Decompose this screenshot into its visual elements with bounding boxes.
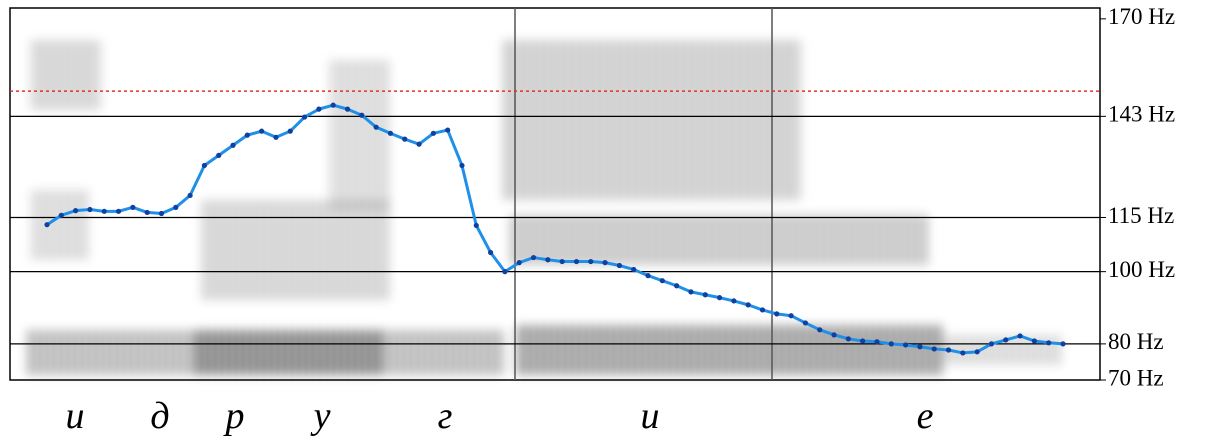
pitch-point bbox=[473, 222, 479, 229]
pitch-point bbox=[44, 222, 50, 228]
pitch-point bbox=[244, 132, 250, 138]
pitch-point bbox=[960, 350, 966, 356]
pitch-point bbox=[402, 136, 408, 142]
pitch-point bbox=[130, 204, 136, 210]
pitch-point bbox=[373, 124, 379, 130]
pitch-point bbox=[631, 266, 637, 273]
pitch-point bbox=[702, 292, 708, 298]
pitch-point bbox=[187, 192, 193, 199]
pitch-point bbox=[902, 342, 909, 348]
pitch-point bbox=[745, 302, 751, 308]
pitch-point bbox=[917, 344, 923, 350]
phoneme-label: г bbox=[438, 395, 453, 437]
phoneme-label: е bbox=[917, 395, 934, 437]
phoneme-label: у bbox=[310, 395, 331, 437]
pitch-point bbox=[259, 128, 265, 134]
pitch-point bbox=[788, 313, 794, 319]
pitch-point bbox=[387, 130, 394, 136]
pitch-point bbox=[530, 254, 537, 261]
pitch-point bbox=[502, 269, 508, 275]
phoneme-label: д bbox=[150, 395, 169, 437]
pitch-point bbox=[731, 298, 737, 304]
y-tick-label: 143 Hz bbox=[1108, 102, 1175, 127]
pitch-point bbox=[158, 210, 165, 217]
pitch-point bbox=[645, 273, 651, 279]
pitch-point bbox=[802, 320, 809, 326]
pitch-point bbox=[845, 336, 851, 342]
pitch-point bbox=[573, 258, 580, 265]
pitch-point bbox=[774, 311, 780, 317]
pitch-point bbox=[73, 208, 79, 214]
pitch-point bbox=[101, 208, 107, 214]
pitch-point bbox=[144, 209, 150, 216]
pitch-point bbox=[559, 258, 565, 265]
pitch-point bbox=[87, 206, 93, 213]
phoneme-label: и bbox=[66, 395, 85, 437]
y-tick-label: 80 Hz bbox=[1108, 329, 1164, 354]
pitch-point bbox=[931, 346, 937, 352]
pitch-point bbox=[201, 162, 208, 169]
pitch-point bbox=[445, 127, 451, 133]
pitch-point bbox=[516, 260, 522, 266]
pitch-point bbox=[1031, 338, 1037, 344]
pitch-point bbox=[1060, 341, 1066, 347]
pitch-point bbox=[287, 128, 293, 134]
pitch-point bbox=[831, 332, 837, 338]
pitch-point bbox=[988, 341, 995, 347]
pitch-point bbox=[459, 162, 465, 169]
pitch-point bbox=[688, 289, 694, 295]
pitch-point bbox=[216, 152, 222, 158]
pitch-point bbox=[860, 338, 866, 344]
pitch-point bbox=[616, 262, 622, 269]
pitch-point bbox=[1017, 333, 1023, 339]
pitch-point bbox=[716, 295, 723, 301]
pitch-point bbox=[1046, 340, 1052, 346]
pitch-point bbox=[173, 204, 179, 210]
pitch-point bbox=[1003, 337, 1009, 343]
pitch-point bbox=[430, 130, 436, 136]
y-tick-label: 170 Hz bbox=[1108, 4, 1175, 29]
y-tick-label: 115 Hz bbox=[1108, 203, 1174, 228]
pitch-point bbox=[874, 339, 880, 345]
pitch-point bbox=[115, 208, 122, 214]
pitch-point bbox=[416, 141, 422, 147]
pitch-point bbox=[945, 347, 952, 353]
pitch-point bbox=[602, 260, 608, 266]
pitch-point bbox=[588, 258, 594, 265]
pitch-point bbox=[659, 278, 665, 284]
pitch-point bbox=[316, 106, 322, 112]
pitch-point bbox=[230, 142, 236, 148]
spectrogram bbox=[25, 40, 1060, 375]
phoneme-label: и bbox=[641, 395, 660, 437]
pitch-point bbox=[344, 106, 351, 112]
pitch-point bbox=[759, 307, 766, 313]
pitch-point bbox=[674, 283, 680, 289]
pitch-point bbox=[545, 257, 551, 263]
pitch-point bbox=[273, 134, 279, 140]
pitch-point bbox=[817, 327, 823, 333]
pitch-point bbox=[974, 349, 980, 355]
y-tick-label: 100 Hz bbox=[1108, 257, 1175, 282]
pitch-point bbox=[330, 102, 336, 108]
y-tick-label: 70 Hz bbox=[1108, 365, 1164, 390]
plot-frame bbox=[9, 7, 1101, 381]
pitch-point bbox=[359, 112, 365, 118]
pitch-point bbox=[888, 341, 894, 347]
pitch-point bbox=[301, 114, 308, 120]
pitch-point bbox=[488, 249, 494, 256]
phoneme-label: р bbox=[223, 395, 245, 437]
pitch-point bbox=[58, 212, 64, 218]
